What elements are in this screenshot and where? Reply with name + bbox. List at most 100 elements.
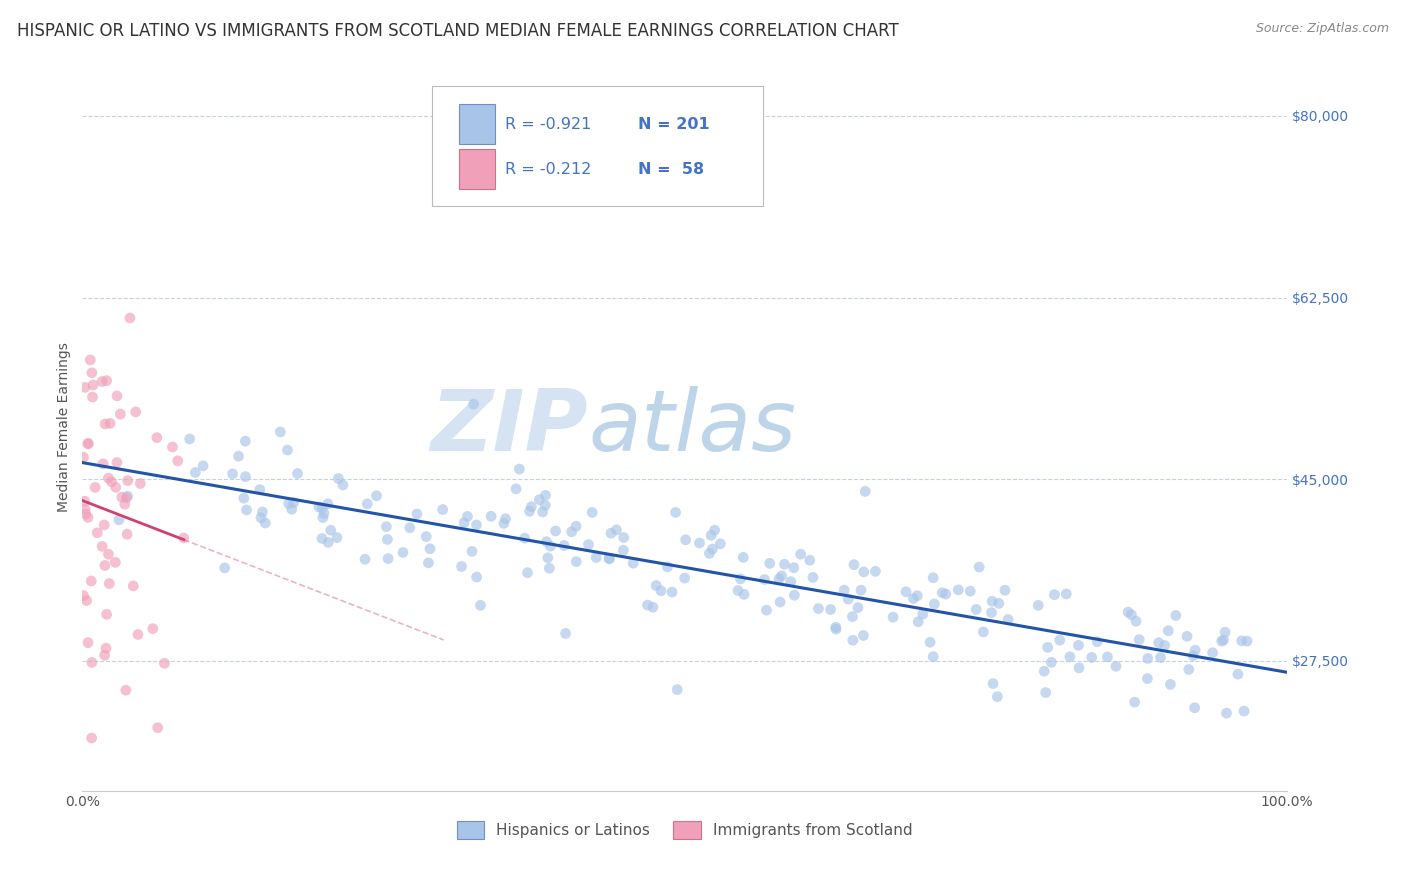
Point	[122, 579, 145, 593]
Point	[127, 627, 149, 641]
Point	[1036, 640, 1059, 655]
Point	[1136, 651, 1159, 665]
Point	[276, 443, 298, 458]
Point	[249, 483, 271, 497]
Point	[311, 532, 333, 546]
Point	[470, 599, 492, 613]
Point	[768, 572, 790, 586]
Text: R = -0.212: R = -0.212	[505, 162, 592, 177]
Point	[110, 407, 132, 421]
Point	[233, 434, 256, 449]
Point	[392, 545, 415, 559]
Point	[689, 536, 711, 550]
Point	[1212, 632, 1234, 647]
Point	[1159, 677, 1181, 691]
Point	[115, 491, 138, 505]
Point	[598, 551, 620, 566]
Point	[948, 582, 970, 597]
Point	[534, 488, 557, 502]
Point	[538, 561, 561, 575]
Point	[75, 502, 97, 516]
Point	[311, 500, 333, 515]
Point	[316, 497, 339, 511]
Point	[72, 450, 94, 465]
Point	[94, 641, 117, 656]
Point	[1105, 659, 1128, 673]
Point	[84, 480, 107, 494]
Point	[849, 583, 872, 598]
Point	[842, 558, 865, 572]
Point	[1128, 632, 1150, 647]
Point	[76, 437, 98, 451]
Point	[922, 571, 945, 585]
Point	[613, 531, 636, 545]
Point	[96, 607, 118, 622]
Point	[354, 552, 377, 566]
Point	[980, 606, 1002, 620]
Point	[598, 551, 620, 566]
Point	[1033, 665, 1056, 679]
Point	[91, 375, 114, 389]
Point	[94, 417, 117, 431]
Point	[82, 390, 104, 404]
Point	[456, 509, 478, 524]
Point	[375, 519, 398, 533]
Point	[824, 620, 846, 634]
Point	[922, 649, 945, 664]
Point	[994, 583, 1017, 598]
Point	[841, 609, 863, 624]
Point	[534, 499, 557, 513]
Point	[415, 530, 437, 544]
Point	[905, 589, 928, 603]
Point	[754, 573, 776, 587]
Point	[650, 583, 672, 598]
Point	[641, 600, 664, 615]
Point	[287, 467, 309, 481]
Point	[852, 565, 875, 579]
Text: atlas: atlas	[588, 386, 796, 469]
Point	[637, 598, 659, 612]
Point	[104, 480, 127, 494]
Point	[332, 478, 354, 492]
Point	[75, 507, 97, 521]
Point	[820, 602, 842, 616]
Point	[727, 583, 749, 598]
Point	[228, 449, 250, 463]
Point	[142, 622, 165, 636]
Point	[1230, 633, 1253, 648]
Point	[406, 507, 429, 521]
Point	[842, 633, 865, 648]
Point	[799, 553, 821, 567]
Point	[98, 576, 121, 591]
Point	[846, 600, 869, 615]
Point	[911, 607, 934, 621]
Point	[1153, 639, 1175, 653]
Point	[269, 425, 291, 439]
Point	[1054, 587, 1077, 601]
Point	[453, 516, 475, 530]
Point	[100, 475, 122, 489]
Point	[1164, 608, 1187, 623]
Point	[250, 510, 273, 524]
Point	[536, 534, 558, 549]
Point	[605, 523, 627, 537]
Point	[865, 564, 887, 578]
Point	[73, 380, 96, 394]
Point	[465, 570, 488, 584]
Point	[495, 512, 517, 526]
Point	[1175, 629, 1198, 643]
Point	[1226, 667, 1249, 681]
Point	[80, 731, 103, 745]
Point	[699, 546, 721, 560]
Point	[661, 585, 683, 599]
Point	[675, 533, 697, 547]
Point	[1236, 634, 1258, 648]
Point	[97, 547, 120, 561]
Point	[1121, 607, 1143, 622]
Point	[118, 311, 141, 326]
Point	[1125, 614, 1147, 628]
Point	[825, 622, 848, 636]
Text: HISPANIC OR LATINO VS IMMIGRANTS FROM SCOTLAND MEDIAN FEMALE EARNINGS CORRELATIO: HISPANIC OR LATINO VS IMMIGRANTS FROM SC…	[17, 22, 898, 40]
Point	[1035, 685, 1057, 699]
Point	[920, 635, 942, 649]
